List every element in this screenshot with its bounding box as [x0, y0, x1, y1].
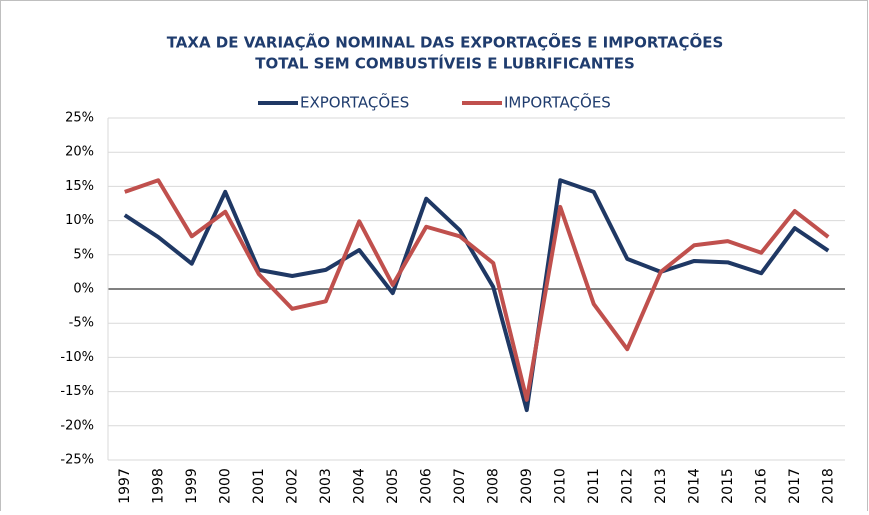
x-tick-label: 2006 — [418, 468, 434, 504]
y-tick-label: -25% — [60, 453, 94, 468]
y-tick-label: -5% — [69, 316, 94, 331]
x-tick-label: 2008 — [485, 468, 501, 504]
x-tick-label: 2009 — [519, 468, 535, 504]
x-tick-label: 1999 — [184, 468, 200, 504]
x-tick-label: 2016 — [753, 468, 769, 504]
x-tick-label: 2004 — [351, 468, 367, 504]
x-tick-label: 2011 — [586, 468, 602, 504]
x-tick-label: 2001 — [251, 468, 267, 504]
x-tick-label: 2018 — [820, 468, 836, 504]
y-tick-label: 25% — [65, 111, 94, 126]
x-tick-label: 2000 — [217, 468, 233, 504]
y-tick-label: -10% — [60, 350, 94, 365]
x-tick-label: 1997 — [117, 468, 133, 504]
x-tick-label: 2007 — [452, 468, 468, 504]
y-tick-label: 15% — [65, 179, 94, 194]
x-tick-label: 2015 — [720, 468, 736, 504]
x-tick-label: 2014 — [686, 468, 702, 504]
y-tick-label: -15% — [60, 384, 94, 399]
y-tick-label: 20% — [65, 145, 94, 160]
chart-title: TOTAL SEM COMBUSTÍVEIS E LUBRIFICANTES — [255, 54, 635, 73]
y-tick-label: -20% — [60, 418, 94, 433]
chart-title: TAXA DE VARIAÇÃO NOMINAL DAS EXPORTAÇÕES… — [167, 33, 724, 52]
x-tick-label: 1998 — [150, 468, 166, 504]
legend-label: IMPORTAÇÕES — [504, 93, 611, 112]
x-tick-label: 2013 — [653, 468, 669, 504]
x-tick-label: 2003 — [318, 468, 334, 504]
x-tick-label: 2010 — [552, 468, 568, 504]
x-tick-label: 2005 — [385, 468, 401, 504]
y-tick-label: 0% — [73, 282, 94, 297]
x-tick-label: 2017 — [787, 468, 803, 504]
y-tick-label: 10% — [65, 213, 94, 228]
legend-label: EXPORTAÇÕES — [300, 93, 409, 112]
x-tick-label: 2002 — [284, 468, 300, 504]
x-tick-label: 2012 — [619, 468, 635, 504]
series-line — [123, 178, 830, 413]
series-line — [124, 178, 830, 402]
y-tick-label: 5% — [73, 247, 94, 262]
